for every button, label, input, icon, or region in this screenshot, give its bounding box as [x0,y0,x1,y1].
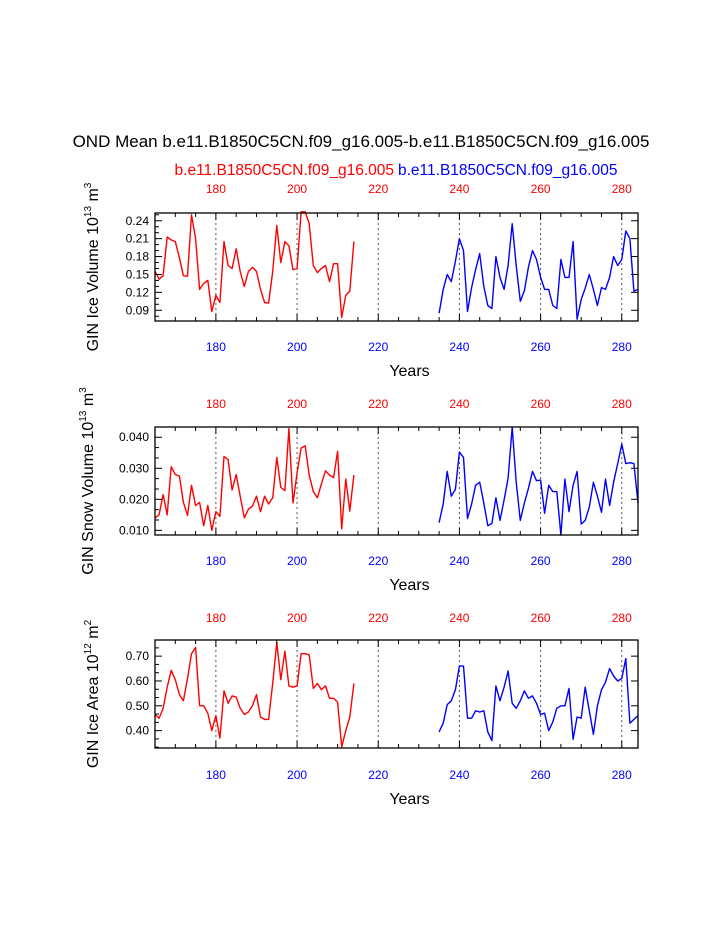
series-line-red [154,211,355,319]
x-tick-label-bottom: 260 [531,340,551,354]
y-tick-label: 0.70 [126,649,150,663]
panel-ice-area: 180 180 200 200 220 220 240 240 260 260 280 280 0.40… [83,611,639,808]
y-tick-label: 0.15 [126,267,150,281]
x-tick-label-bottom: 240 [449,340,469,354]
legend-entry-red: b.e11.B1850C5CN.f09_g16.005 [175,162,394,179]
x-tick-label-top: 240 [449,397,469,411]
x-tick-label-top: 240 [449,182,469,196]
x-axis-title: Years [389,363,429,380]
y-axis-title-part: GIN Ice Area 10 [85,654,102,768]
x-tick-label-bottom: 220 [368,340,388,354]
y-tick-label: 0.60 [126,674,150,688]
series-line-blue [438,222,639,320]
y-axis-title-superscript: 2 [83,619,94,625]
panel-snow-volume: 180 180 200 200 220 220 240 240 260 260 280 280 0.01… [78,387,639,594]
x-tick-label-bottom: 200 [287,554,307,568]
x-tick-label-bottom: 200 [287,340,307,354]
y-axis-title: GIN Ice Volume 1013 m3 [83,182,102,351]
y-axis-title-superscript: 3 [83,182,94,188]
x-tick-label-top: 180 [206,182,226,196]
y-tick-label: 0.030 [119,461,149,475]
x-tick-label-top: 200 [287,397,307,411]
x-tick-label-bottom: 180 [206,768,226,782]
x-tick-label-bottom: 280 [612,768,632,782]
y-tick-label: 0.50 [126,699,150,713]
x-tick-label-bottom: 260 [531,554,551,568]
x-tick-label-top: 280 [612,182,632,196]
x-tick-label-bottom: 200 [287,768,307,782]
x-tick-label-bottom: 240 [449,768,469,782]
panel-ice-volume: 180 180 200 200 220 220 240 240 260 260 280 280 0.09… [83,182,639,380]
x-tick-label-top: 200 [287,611,307,625]
y-axis-title-superscript: 3 [78,387,89,393]
y-axis-title-superscript: 12 [83,643,94,655]
x-tick-label-top: 200 [287,182,307,196]
x-axis-title: Years [389,577,429,594]
y-tick-label: 0.21 [126,232,150,246]
y-axis-title: GIN Ice Area 1012 m2 [83,619,102,768]
x-tick-label-bottom: 280 [612,554,632,568]
y-axis-title: GIN Snow Volume 1013 m3 [78,387,97,575]
chart-title: OND Mean b.e11.B1850C5CN.f09_g16.005-b.e… [73,132,650,151]
x-tick-label-top: 260 [531,182,551,196]
x-tick-label-top: 220 [368,182,388,196]
x-tick-label-top: 280 [612,397,632,411]
x-tick-label-top: 180 [206,611,226,625]
x-tick-label-bottom: 220 [368,554,388,568]
x-tick-label-bottom: 260 [531,768,551,782]
y-axis-title-superscript: 13 [78,410,89,422]
panel-frame [154,212,639,322]
x-tick-label-bottom: 220 [368,768,388,782]
x-tick-label-top: 260 [531,397,551,411]
x-tick-label-top: 240 [449,611,469,625]
y-axis-title-part: GIN Snow Volume 10 [80,422,97,575]
y-axis-title-superscript: 13 [83,206,94,218]
x-tick-label-top: 280 [612,611,632,625]
y-axis-title-part: m [85,188,102,206]
y-axis-title-part: GIN Ice Volume 10 [85,217,102,351]
x-axis-title: Years [389,791,429,808]
y-tick-label: 0.040 [119,430,149,444]
panel-frame [154,639,639,749]
y-axis-title-part: m [85,625,102,643]
y-tick-label: 0.40 [126,724,150,738]
chart-panels: 180 180 200 200 220 220 240 240 260 260 280 280 0.09… [78,182,639,808]
y-tick-label: 0.12 [126,285,150,299]
y-tick-label: 0.24 [126,214,150,228]
x-tick-label-top: 180 [206,397,226,411]
y-axis-title-part: m [80,393,97,411]
x-tick-label-top: 220 [368,397,388,411]
panel-frame [154,426,639,536]
x-tick-label-bottom: 240 [449,554,469,568]
legend-entry-blue: b.e11.B1850C5CN.f09_g16.005 [398,162,617,179]
y-tick-label: 0.18 [126,250,150,264]
y-tick-label: 0.010 [119,523,149,537]
series-line-blue [438,657,639,742]
x-tick-label-top: 220 [368,611,388,625]
x-tick-label-bottom: 180 [206,554,226,568]
x-tick-label-top: 260 [531,611,551,625]
x-tick-label-bottom: 280 [612,340,632,354]
series-line-blue [438,426,639,536]
series-line-red [154,427,355,531]
y-tick-label: 0.020 [119,492,149,506]
series-line-red [154,641,355,748]
x-tick-label-bottom: 180 [206,340,226,354]
y-tick-label: 0.09 [126,303,150,317]
